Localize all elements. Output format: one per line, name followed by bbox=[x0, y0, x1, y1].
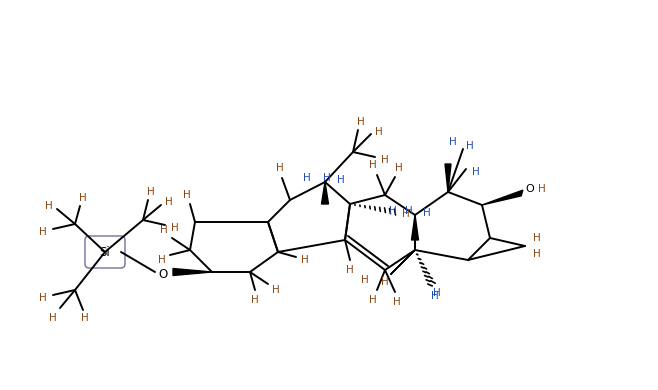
Text: H: H bbox=[301, 255, 309, 265]
Text: H: H bbox=[323, 173, 331, 183]
Text: H: H bbox=[402, 209, 410, 219]
Text: H: H bbox=[538, 184, 546, 194]
FancyBboxPatch shape bbox=[85, 236, 125, 268]
Text: H: H bbox=[49, 313, 57, 323]
Text: H: H bbox=[276, 163, 284, 173]
Text: H: H bbox=[375, 127, 383, 137]
Polygon shape bbox=[482, 190, 523, 205]
Text: H: H bbox=[272, 285, 280, 295]
Text: H: H bbox=[433, 288, 441, 298]
Text: H: H bbox=[147, 187, 155, 197]
Text: H: H bbox=[533, 233, 541, 243]
Text: H: H bbox=[81, 313, 89, 323]
Text: H: H bbox=[381, 155, 389, 165]
Text: O: O bbox=[526, 184, 534, 194]
Text: H: H bbox=[466, 141, 474, 151]
Text: H: H bbox=[423, 208, 431, 218]
Text: H: H bbox=[39, 293, 47, 303]
Text: H: H bbox=[389, 206, 397, 216]
Text: H: H bbox=[369, 295, 377, 305]
Polygon shape bbox=[391, 250, 415, 275]
Text: H: H bbox=[251, 295, 259, 305]
Text: O: O bbox=[159, 268, 168, 280]
Text: H: H bbox=[369, 160, 377, 170]
Text: H: H bbox=[357, 117, 365, 127]
Text: H: H bbox=[449, 137, 457, 147]
Text: H: H bbox=[533, 249, 541, 259]
Text: H: H bbox=[79, 193, 87, 203]
Text: H: H bbox=[381, 277, 389, 287]
Text: H: H bbox=[171, 223, 179, 233]
Text: H: H bbox=[183, 190, 191, 200]
Polygon shape bbox=[173, 268, 212, 275]
Text: H: H bbox=[346, 265, 354, 275]
Polygon shape bbox=[322, 182, 328, 204]
Polygon shape bbox=[445, 164, 451, 192]
Text: H: H bbox=[337, 175, 345, 185]
Text: H: H bbox=[395, 163, 403, 173]
Text: H: H bbox=[303, 173, 311, 183]
Polygon shape bbox=[411, 215, 418, 240]
Text: H: H bbox=[405, 206, 413, 216]
Text: H: H bbox=[472, 167, 480, 177]
Text: H: H bbox=[165, 197, 173, 207]
Text: Si: Si bbox=[99, 245, 111, 259]
Text: H: H bbox=[45, 201, 53, 211]
Text: H: H bbox=[361, 275, 369, 285]
Text: H: H bbox=[39, 227, 47, 237]
Text: H: H bbox=[160, 225, 168, 235]
Text: H: H bbox=[158, 255, 166, 265]
Text: H: H bbox=[431, 291, 439, 301]
Text: H: H bbox=[393, 297, 401, 307]
